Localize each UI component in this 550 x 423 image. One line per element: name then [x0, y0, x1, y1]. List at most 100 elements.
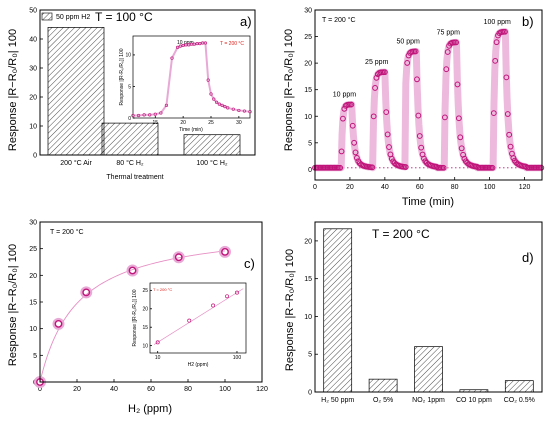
- panel-c-inset-xlabel: H2 (ppm): [188, 362, 209, 368]
- x-tick-label: 20: [73, 386, 81, 393]
- panel-c-inset-frame: [149, 282, 247, 354]
- x-tick-label: 100: [484, 184, 496, 191]
- panel-a-ylabel: Response |R−R₀/R₀| 100: [7, 29, 19, 151]
- inset-data-point: [223, 105, 227, 109]
- y-tick-label: 0: [308, 167, 312, 174]
- y-tick-label: 5: [308, 352, 312, 359]
- inset-data-point: [187, 318, 192, 323]
- panel-a-inset-title: T = 200 °C: [220, 41, 244, 47]
- data-point: [414, 76, 420, 83]
- inset-data-point: [235, 290, 239, 295]
- data-point: [54, 319, 63, 328]
- y-tick-label: 15: [304, 87, 312, 94]
- panel-a-inset-xlabel: Time (min): [179, 127, 203, 133]
- panel-a: a) T = 100 °C 50 ppm H2 Thermal treatmen…: [7, 8, 256, 181]
- panel-d-title: T = 200 °C: [372, 227, 430, 241]
- inset-data-point: [217, 102, 221, 106]
- data-point: [386, 144, 392, 150]
- y-tick-label: 15: [304, 276, 312, 283]
- data-point: [337, 164, 344, 171]
- data-point: [370, 113, 377, 120]
- inset-data-point: [206, 78, 210, 82]
- data-point: [82, 288, 91, 297]
- data-point: [416, 133, 423, 139]
- panel-a-label: a): [240, 14, 252, 29]
- x-tick-label: 120: [256, 386, 268, 393]
- panel-a-legend-text: 50 ppm H2: [56, 14, 90, 21]
- y-tick-label: 25: [29, 246, 37, 253]
- data-point: [506, 131, 513, 138]
- data-point: [502, 28, 508, 35]
- bar: [504, 380, 534, 393]
- data-point: [373, 74, 380, 81]
- bar: [101, 122, 159, 156]
- data-point: [453, 39, 459, 46]
- inset-data-point: [155, 340, 160, 345]
- inset-data-point: [142, 113, 146, 117]
- data-point: [383, 109, 390, 116]
- inset-x-tick-label: 15: [153, 120, 159, 126]
- inset-y-tick-label: 25: [142, 288, 148, 294]
- y-tick-label: 10: [29, 124, 37, 131]
- y-tick-label: 5: [33, 353, 37, 360]
- data-point: [404, 60, 411, 66]
- data-point: [340, 115, 346, 122]
- panel-b-ylabel: Response |R−R₀/R₀| 100: [283, 29, 295, 151]
- inset-data-point: [148, 113, 152, 117]
- panel-d-label: d): [522, 250, 534, 265]
- inset-data-point: [242, 109, 247, 113]
- data-point: [174, 253, 183, 262]
- panel-a-inset-annotation: 10 ppm: [177, 40, 194, 46]
- x-tick-label: 20: [346, 184, 354, 191]
- data-point: [443, 66, 450, 73]
- inset-data-point: [237, 108, 241, 113]
- inset-data-point: [226, 106, 230, 110]
- inset-x-tick-label: 10: [155, 355, 161, 361]
- x-tick-label: 120: [519, 184, 531, 191]
- data-point: [492, 57, 499, 64]
- data-point: [369, 164, 376, 171]
- inset-data-point: [209, 92, 213, 96]
- data-point: [504, 111, 511, 117]
- inset-fit-line: [153, 288, 244, 345]
- data-point: [458, 145, 465, 152]
- data-point: [354, 155, 360, 161]
- y-tick-label: 10: [304, 114, 312, 121]
- panel-b-label: b): [522, 14, 534, 29]
- inset-data-point: [153, 112, 157, 116]
- data-point: [455, 115, 462, 122]
- data-point-halo: [172, 251, 185, 264]
- x-tick-label: 100: [219, 386, 231, 393]
- y-tick-label: 40: [29, 37, 37, 44]
- panel-c-inset-ylabel: Response |[R-R₀/R₀]| 100: [132, 289, 138, 346]
- inset-data-point: [248, 110, 252, 114]
- inset-data-point: [170, 56, 174, 60]
- y-tick-label: 0: [33, 153, 37, 160]
- panel-a-title: T = 100 °C: [95, 10, 153, 24]
- data-point: [372, 85, 378, 91]
- panel-b-axes-frame: [314, 9, 543, 181]
- y-tick-label: 25: [304, 34, 312, 41]
- inset-y-tick-label: 5: [128, 84, 131, 90]
- y-tick-label: 10: [304, 314, 312, 321]
- data-point: [349, 122, 356, 129]
- data-point: [538, 164, 545, 171]
- panel-d: d) T = 200 °C Response |R−R₀/R₀| 100 0 5 1…: [284, 221, 543, 404]
- x-tick-label: 200 °C Air: [60, 159, 92, 167]
- x-tick-label: 100 °C H₂: [196, 159, 227, 167]
- bar: [47, 27, 105, 156]
- x-tick-label: 80 °C H₂: [116, 159, 144, 167]
- data-point: [507, 143, 514, 150]
- panel-d-axes-frame: [314, 221, 543, 393]
- y-tick-label: 20: [304, 61, 312, 68]
- panel-c: c) T = 200 °C H₂ (ppm) Response |R−R₀/R₀…: [7, 220, 268, 416]
- data-point: [402, 164, 409, 170]
- inset-data-point: [203, 41, 208, 45]
- inset-data-point: [181, 43, 185, 48]
- data-point: [415, 112, 422, 119]
- bar: [323, 228, 353, 393]
- y-tick-label: 20: [304, 238, 312, 245]
- pulse-label: 10 ppm: [333, 92, 357, 99]
- inset-data-point: [164, 103, 169, 107]
